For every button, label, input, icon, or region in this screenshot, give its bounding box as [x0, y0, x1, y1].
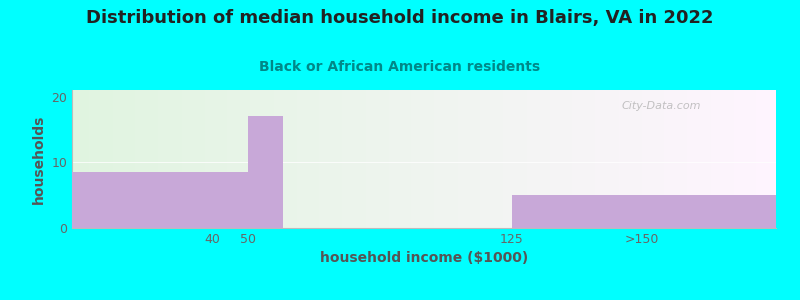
Text: Distribution of median household income in Blairs, VA in 2022: Distribution of median household income …: [86, 9, 714, 27]
Text: Black or African American residents: Black or African American residents: [259, 60, 541, 74]
X-axis label: household income ($1000): household income ($1000): [320, 251, 528, 266]
Bar: [72, 172, 248, 228]
Text: City-Data.com: City-Data.com: [621, 101, 701, 111]
Y-axis label: households: households: [32, 114, 46, 204]
Bar: [248, 116, 283, 228]
Bar: [512, 195, 776, 228]
